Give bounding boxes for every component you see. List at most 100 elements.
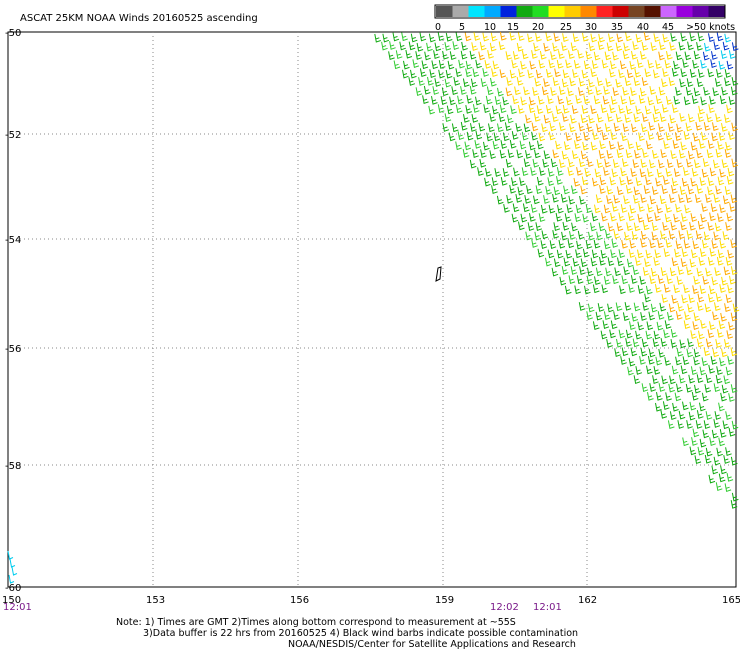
wind-barb: [515, 194, 523, 203]
wind-barb: [732, 303, 740, 313]
wind-barb: [603, 276, 611, 285]
wind-barb: [642, 302, 649, 311]
wind-barb: [561, 150, 569, 160]
wind-barb: [697, 446, 705, 456]
wind-barb: [727, 167, 735, 177]
wind-barb: [731, 122, 738, 132]
wind-barb: [644, 258, 651, 268]
wind-barb: [710, 203, 718, 213]
wind-barb: [587, 158, 594, 167]
wind-barb: [693, 50, 701, 60]
legend-labels: 0 5 10 15 20 25 30 35 40 45 >50 knots: [435, 22, 735, 33]
wind-barb: [712, 348, 720, 358]
wind-barb: [669, 411, 677, 420]
wind-barb: [427, 76, 434, 86]
wind-barb: [535, 222, 543, 231]
wind-barb: [635, 257, 642, 266]
wind-barb: [591, 249, 599, 259]
wind-barb: [668, 383, 675, 393]
wind-barb: [660, 267, 668, 276]
wind-barb: [462, 149, 470, 158]
wind-barb: [694, 194, 702, 203]
wind-barb: [565, 132, 573, 141]
wind-barb: [731, 77, 739, 86]
wind-barb: [669, 194, 676, 204]
wind-barb: [598, 222, 606, 232]
wind-barb: [690, 141, 698, 151]
wind-barb: [718, 473, 726, 483]
wind-barb: [684, 311, 691, 321]
legend-label-10: 10: [484, 22, 496, 33]
wind-barb: [622, 123, 630, 132]
wind-barb: [676, 276, 684, 285]
wind-barb: [590, 222, 597, 232]
wind-barb: [535, 69, 543, 79]
wind-barb: [685, 86, 693, 96]
wind-barb: [655, 356, 663, 366]
wind-barb: [499, 31, 507, 41]
wind-barb: [712, 87, 720, 97]
wind-barb: [528, 141, 536, 151]
wind-barb: [572, 69, 579, 78]
time-label-left: 12:01: [3, 602, 32, 613]
wind-barb: [486, 86, 494, 96]
wind-barb: [587, 86, 594, 95]
wind-barb: [497, 87, 504, 97]
wind-barb: [696, 149, 703, 159]
wind-barb: [698, 140, 706, 149]
wind-barb: [585, 240, 593, 249]
wind-barb: [558, 239, 566, 249]
wind-barb: [675, 240, 683, 250]
legend-label-35: 35: [611, 22, 623, 33]
wind-barb: [655, 177, 662, 187]
wind-barb: [630, 347, 638, 357]
wind-barb: [705, 411, 713, 420]
wind-barb: [408, 41, 416, 51]
wind-barb: [506, 77, 513, 86]
wind-barb: [620, 356, 627, 365]
wind-barb: [623, 266, 630, 276]
wind-barb: [426, 42, 433, 52]
lat-label: -56: [5, 344, 21, 355]
wind-barb: [701, 239, 709, 249]
wind-barb: [646, 365, 653, 375]
wind-barb: [518, 221, 525, 231]
wind-barb: [671, 257, 679, 267]
wind-barb: [552, 149, 560, 159]
wind-barb: [703, 122, 711, 131]
wind-barb: [724, 483, 732, 493]
wind-barb: [706, 113, 713, 123]
wind-barb: [395, 50, 403, 59]
wind-barb: [659, 41, 666, 51]
wind-barb: [641, 383, 649, 392]
wind-barb: [624, 302, 632, 311]
wind-barb: [609, 329, 616, 339]
wind-barb: [374, 33, 381, 43]
wind-barb: [694, 384, 701, 394]
wind-barb: [472, 104, 480, 113]
wind-barb: [670, 339, 678, 348]
wind-barb: [555, 212, 563, 222]
wind-barb: [557, 204, 564, 214]
wind-barb: [635, 330, 642, 340]
wind-barb: [576, 240, 583, 250]
wind-barb: [475, 59, 482, 69]
wind-barb: [571, 185, 578, 195]
wind-barb: [491, 185, 498, 194]
wind-barb: [688, 294, 696, 303]
wind-barb: [626, 69, 634, 79]
wind-barb: [578, 158, 586, 168]
wind-barb: [424, 51, 431, 61]
wind-barb: [689, 401, 697, 411]
wind-barb: [520, 60, 527, 70]
note-line-3: NOAA/NESDIS/Center for Satellite Applica…: [288, 639, 576, 650]
wind-barb: [527, 222, 535, 231]
wind-barb: [611, 239, 619, 248]
wind-barb: [552, 230, 559, 239]
wind-barb: [603, 240, 611, 250]
wind-barb: [498, 41, 506, 51]
wind-barb: [706, 149, 714, 159]
wind-barb: [730, 194, 738, 204]
wind-barb: [550, 51, 557, 61]
